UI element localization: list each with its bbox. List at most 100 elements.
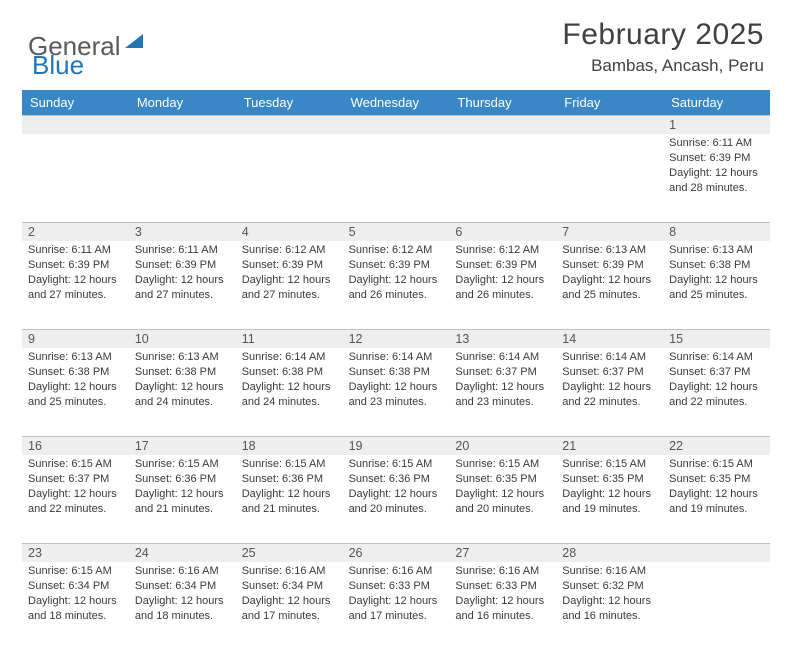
- daylight-label: Daylight: 12 hours and 26 minutes.: [455, 273, 550, 303]
- daylight-label: Daylight: 12 hours and 27 minutes.: [242, 273, 337, 303]
- daylight-label: Daylight: 12 hours and 22 minutes.: [562, 380, 657, 410]
- day-number: 8: [663, 223, 770, 241]
- day-cell: Sunrise: 6:12 AMSunset: 6:39 PMDaylight:…: [236, 241, 343, 329]
- day-cell: Sunrise: 6:13 AMSunset: 6:38 PMDaylight:…: [22, 348, 129, 436]
- day-header-sunday: Sunday: [22, 90, 129, 115]
- day-number: 23: [22, 544, 129, 562]
- sunset-label: Sunset: 6:39 PM: [669, 151, 764, 166]
- day-number: 22: [663, 437, 770, 455]
- week-number-strip: 232425262728: [22, 543, 770, 562]
- day-cell: Sunrise: 6:13 AMSunset: 6:39 PMDaylight:…: [556, 241, 663, 329]
- day-cell: Sunrise: 6:13 AMSunset: 6:38 PMDaylight:…: [663, 241, 770, 329]
- sunrise-label: Sunrise: 6:15 AM: [455, 457, 550, 472]
- week-number-strip: 2345678: [22, 222, 770, 241]
- day-cell: Sunrise: 6:13 AMSunset: 6:38 PMDaylight:…: [129, 348, 236, 436]
- day-number: [663, 544, 770, 562]
- daylight-label: Daylight: 12 hours and 23 minutes.: [455, 380, 550, 410]
- daylight-label: Daylight: 12 hours and 24 minutes.: [242, 380, 337, 410]
- sunset-label: Sunset: 6:33 PM: [349, 579, 444, 594]
- sunrise-label: Sunrise: 6:13 AM: [135, 350, 230, 365]
- day-cell: [556, 134, 663, 222]
- week-number-strip: 16171819202122: [22, 436, 770, 455]
- day-cell: Sunrise: 6:14 AMSunset: 6:37 PMDaylight:…: [663, 348, 770, 436]
- daylight-label: Daylight: 12 hours and 26 minutes.: [349, 273, 444, 303]
- sunrise-label: Sunrise: 6:15 AM: [28, 564, 123, 579]
- day-number: 4: [236, 223, 343, 241]
- day-cell: Sunrise: 6:16 AMSunset: 6:33 PMDaylight:…: [449, 562, 556, 650]
- day-cell: Sunrise: 6:14 AMSunset: 6:38 PMDaylight:…: [236, 348, 343, 436]
- day-cell: Sunrise: 6:15 AMSunset: 6:36 PMDaylight:…: [129, 455, 236, 543]
- sunset-label: Sunset: 6:34 PM: [28, 579, 123, 594]
- sunset-label: Sunset: 6:36 PM: [135, 472, 230, 487]
- sunrise-label: Sunrise: 6:12 AM: [349, 243, 444, 258]
- sunrise-label: Sunrise: 6:15 AM: [28, 457, 123, 472]
- day-number: 11: [236, 330, 343, 348]
- day-cell: Sunrise: 6:16 AMSunset: 6:34 PMDaylight:…: [236, 562, 343, 650]
- sunset-label: Sunset: 6:39 PM: [455, 258, 550, 273]
- sunset-label: Sunset: 6:35 PM: [455, 472, 550, 487]
- day-number: 9: [22, 330, 129, 348]
- day-header-tuesday: Tuesday: [236, 90, 343, 115]
- day-cell: [129, 134, 236, 222]
- day-number: 16: [22, 437, 129, 455]
- daylight-label: Daylight: 12 hours and 17 minutes.: [242, 594, 337, 624]
- day-header-wednesday: Wednesday: [343, 90, 450, 115]
- sunrise-label: Sunrise: 6:14 AM: [562, 350, 657, 365]
- day-cell: [343, 134, 450, 222]
- week-row: Sunrise: 6:11 AMSunset: 6:39 PMDaylight:…: [22, 241, 770, 329]
- sunset-label: Sunset: 6:38 PM: [242, 365, 337, 380]
- daylight-label: Daylight: 12 hours and 20 minutes.: [349, 487, 444, 517]
- day-number: [236, 116, 343, 134]
- day-cell: Sunrise: 6:16 AMSunset: 6:34 PMDaylight:…: [129, 562, 236, 650]
- day-header-row: SundayMondayTuesdayWednesdayThursdayFrid…: [22, 90, 770, 115]
- day-cell: Sunrise: 6:14 AMSunset: 6:37 PMDaylight:…: [556, 348, 663, 436]
- day-cell: [663, 562, 770, 650]
- day-number: 18: [236, 437, 343, 455]
- daylight-label: Daylight: 12 hours and 22 minutes.: [28, 487, 123, 517]
- day-cell: Sunrise: 6:16 AMSunset: 6:33 PMDaylight:…: [343, 562, 450, 650]
- sunrise-label: Sunrise: 6:16 AM: [562, 564, 657, 579]
- sunrise-label: Sunrise: 6:15 AM: [242, 457, 337, 472]
- daylight-label: Daylight: 12 hours and 21 minutes.: [242, 487, 337, 517]
- day-number: 21: [556, 437, 663, 455]
- day-number: [129, 116, 236, 134]
- title-block: February 2025 Bambas, Ancash, Peru: [562, 18, 764, 76]
- sunset-label: Sunset: 6:38 PM: [135, 365, 230, 380]
- daylight-label: Daylight: 12 hours and 19 minutes.: [562, 487, 657, 517]
- sunrise-label: Sunrise: 6:16 AM: [349, 564, 444, 579]
- day-number: [556, 116, 663, 134]
- day-number: 2: [22, 223, 129, 241]
- day-number: 14: [556, 330, 663, 348]
- day-cell: Sunrise: 6:11 AMSunset: 6:39 PMDaylight:…: [663, 134, 770, 222]
- sunrise-label: Sunrise: 6:16 AM: [242, 564, 337, 579]
- sunset-label: Sunset: 6:39 PM: [28, 258, 123, 273]
- day-cell: Sunrise: 6:12 AMSunset: 6:39 PMDaylight:…: [449, 241, 556, 329]
- daylight-label: Daylight: 12 hours and 25 minutes.: [562, 273, 657, 303]
- daylight-label: Daylight: 12 hours and 20 minutes.: [455, 487, 550, 517]
- sunrise-label: Sunrise: 6:15 AM: [669, 457, 764, 472]
- sunrise-label: Sunrise: 6:14 AM: [669, 350, 764, 365]
- sunrise-label: Sunrise: 6:11 AM: [135, 243, 230, 258]
- week-row: Sunrise: 6:15 AMSunset: 6:37 PMDaylight:…: [22, 455, 770, 543]
- day-cell: Sunrise: 6:15 AMSunset: 6:36 PMDaylight:…: [343, 455, 450, 543]
- day-number: [22, 116, 129, 134]
- sunset-label: Sunset: 6:38 PM: [28, 365, 123, 380]
- day-cell: Sunrise: 6:15 AMSunset: 6:35 PMDaylight:…: [663, 455, 770, 543]
- day-header-monday: Monday: [129, 90, 236, 115]
- sunset-label: Sunset: 6:39 PM: [562, 258, 657, 273]
- daylight-label: Daylight: 12 hours and 16 minutes.: [562, 594, 657, 624]
- day-number: 24: [129, 544, 236, 562]
- sunset-label: Sunset: 6:36 PM: [349, 472, 444, 487]
- daylight-label: Daylight: 12 hours and 27 minutes.: [28, 273, 123, 303]
- sunset-label: Sunset: 6:35 PM: [562, 472, 657, 487]
- day-cell: [449, 134, 556, 222]
- daylight-label: Daylight: 12 hours and 25 minutes.: [669, 273, 764, 303]
- day-number: 3: [129, 223, 236, 241]
- day-number: 10: [129, 330, 236, 348]
- day-number: 28: [556, 544, 663, 562]
- daylight-label: Daylight: 12 hours and 22 minutes.: [669, 380, 764, 410]
- day-cell: [22, 134, 129, 222]
- sunset-label: Sunset: 6:39 PM: [349, 258, 444, 273]
- daylight-label: Daylight: 12 hours and 19 minutes.: [669, 487, 764, 517]
- day-cell: Sunrise: 6:14 AMSunset: 6:38 PMDaylight:…: [343, 348, 450, 436]
